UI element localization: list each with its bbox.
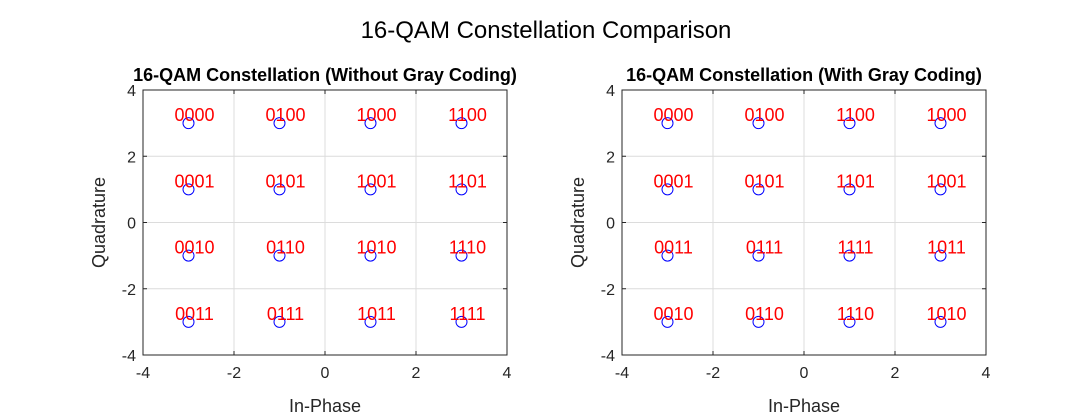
y-tick-label: 4 xyxy=(127,83,136,100)
constellation-point xyxy=(661,183,674,196)
bit-label: 0011 xyxy=(654,238,693,258)
bit-label: 1101 xyxy=(836,171,875,191)
x-axis-label: In-Phase xyxy=(768,396,840,416)
bit-label: 0110 xyxy=(266,238,305,258)
x-tick-label: -4 xyxy=(615,365,629,382)
bit-label: 1011 xyxy=(927,238,966,258)
bit-label: 1000 xyxy=(356,105,396,125)
constellation-point xyxy=(182,183,195,196)
y-tick-label: 0 xyxy=(127,216,136,233)
constellation-point xyxy=(455,183,468,196)
x-axis-label: In-Phase xyxy=(289,396,361,416)
x-tick-label: -4 xyxy=(136,365,150,382)
bit-label: 1011 xyxy=(357,304,396,324)
bit-label: 1110 xyxy=(449,238,486,258)
y-tick-label: 2 xyxy=(127,149,136,166)
constellation-point xyxy=(182,117,195,130)
subplot-title: 16-QAM Constellation (Without Gray Codin… xyxy=(133,65,517,85)
y-tick-label: -2 xyxy=(122,282,136,299)
bit-label: 1010 xyxy=(356,238,396,258)
bit-label: 1110 xyxy=(837,304,874,324)
subplot-title: 16-QAM Constellation (With Gray Coding) xyxy=(626,65,982,85)
constellation-point xyxy=(843,183,856,196)
bit-label: 1100 xyxy=(448,105,487,125)
constellation-point xyxy=(843,117,856,130)
constellation-point xyxy=(934,183,947,196)
constellation-point xyxy=(364,117,377,130)
y-axis-label: Quadrature xyxy=(89,177,109,268)
constellation-point xyxy=(273,183,286,196)
bit-label: 0110 xyxy=(745,304,784,324)
constellation-point xyxy=(752,183,765,196)
constellation-point xyxy=(934,249,947,262)
constellation-point xyxy=(934,117,947,130)
constellation-point xyxy=(843,249,856,262)
constellation-point xyxy=(273,315,286,328)
bit-label: 1111 xyxy=(837,238,873,258)
constellation-point xyxy=(455,249,468,262)
constellation-point xyxy=(661,249,674,262)
constellation-point xyxy=(182,315,195,328)
constellation-point xyxy=(273,249,286,262)
bit-label: 1100 xyxy=(836,105,875,125)
y-tick-label: -4 xyxy=(122,348,136,365)
y-tick-label: 0 xyxy=(606,216,615,233)
constellation-point xyxy=(364,183,377,196)
bit-label: 0101 xyxy=(265,171,305,191)
constellation-point xyxy=(364,315,377,328)
x-tick-label: 2 xyxy=(412,365,421,382)
figure-title: 16-QAM Constellation Comparison xyxy=(361,17,732,44)
x-tick-label: -2 xyxy=(706,365,720,382)
constellation-point xyxy=(661,117,674,130)
constellation-point xyxy=(455,117,468,130)
constellation-plot-with-gray-coding: -4 -2 0 2 4 -4 -2 0 2 4 16-QAM Constellation (With… xyxy=(568,65,991,416)
x-tick-label: -2 xyxy=(227,365,241,382)
bit-label: 0010 xyxy=(174,238,214,258)
bit-label: 1001 xyxy=(926,171,966,191)
y-tick-label: 2 xyxy=(606,149,615,166)
bit-label: 0001 xyxy=(653,171,693,191)
bit-label: 1001 xyxy=(356,171,396,191)
bit-label: 0101 xyxy=(744,171,784,191)
y-axis-label: Quadrature xyxy=(568,177,588,268)
constellation-point xyxy=(843,315,856,328)
x-tick-label: 0 xyxy=(321,365,330,382)
x-tick-label: 4 xyxy=(982,365,991,382)
bit-label: 0001 xyxy=(174,171,214,191)
bit-label: 0111 xyxy=(267,304,304,324)
bit-label: 1000 xyxy=(926,105,966,125)
constellation-point xyxy=(934,315,947,328)
bit-label: 1111 xyxy=(449,304,485,324)
bit-label: 0011 xyxy=(175,304,214,324)
bit-label: 0111 xyxy=(746,238,783,258)
constellation-point xyxy=(752,315,765,328)
constellation-point xyxy=(182,249,195,262)
bit-label: 0000 xyxy=(174,105,214,125)
x-tick-label: 0 xyxy=(800,365,809,382)
x-tick-label: 2 xyxy=(891,365,900,382)
bit-label: 1010 xyxy=(926,304,966,324)
constellation-point xyxy=(364,249,377,262)
constellation-point xyxy=(752,249,765,262)
bit-label: 0000 xyxy=(653,105,693,125)
y-tick-label: -4 xyxy=(601,348,615,365)
y-tick-label: 4 xyxy=(606,83,615,100)
y-tick-label: -2 xyxy=(601,282,615,299)
bit-label: 0100 xyxy=(744,105,784,125)
bit-label: 0100 xyxy=(265,105,305,125)
bit-label: 0010 xyxy=(653,304,693,324)
constellation-point xyxy=(752,117,765,130)
constellation-point xyxy=(273,117,286,130)
x-tick-label: 4 xyxy=(503,365,512,382)
bit-label: 1101 xyxy=(448,171,487,191)
constellation-point xyxy=(661,315,674,328)
constellation-point xyxy=(455,315,468,328)
